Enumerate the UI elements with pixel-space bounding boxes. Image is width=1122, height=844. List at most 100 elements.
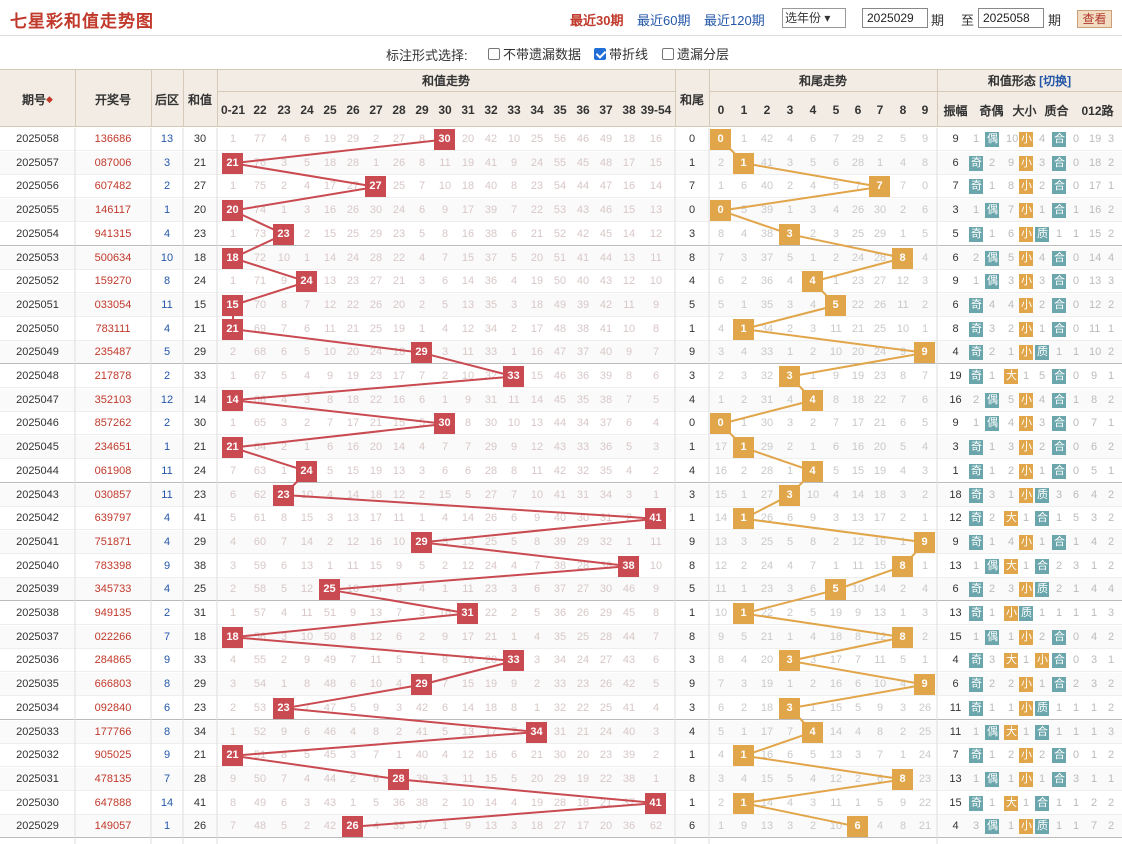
link-recent-60[interactable]: 最近60期 (637, 13, 691, 28)
number-cell: 751871 (94, 535, 132, 548)
header-period[interactable]: 期号 ◆ (22, 92, 53, 107)
tail-miss-cell: 6 (832, 441, 840, 454)
sum-cell: 28 (193, 772, 207, 785)
period-to-input[interactable] (978, 8, 1044, 28)
sum-miss-cell: 1 (441, 393, 449, 406)
number-cell: 941315 (94, 227, 132, 240)
tail-digit-header: 1 (740, 103, 748, 117)
sum-miss-cell: 3 (510, 583, 518, 596)
form-tag: 4 (1090, 630, 1098, 643)
form-tag: 5 (1090, 464, 1098, 477)
sum-miss-cell: 7 (303, 298, 311, 311)
option-with-line[interactable]: 带折线 (594, 44, 648, 63)
sum-miss-cell: 13 (530, 417, 544, 430)
sum-cell: 41 (193, 512, 207, 525)
sum-bucket-header: 35 (553, 103, 567, 117)
sum-miss-cell: 1 (510, 630, 518, 643)
tail-miss-cell: 26 (851, 204, 865, 217)
sum-miss-cell: 31 (576, 488, 590, 501)
table-row: 2025055 146117 1 20 20 74 1 3 16 26 30 24 6 9 17 39 7 22 5… (0, 199, 1122, 223)
sum-miss-cell: 30 (369, 204, 383, 217)
amplitude-cell: 6 (952, 156, 959, 169)
query-button[interactable]: 查看 (1077, 10, 1112, 28)
period-cell: 2025037 (16, 630, 59, 643)
sum-miss-cell: 29 (369, 227, 383, 240)
period-cell: 2025053 (16, 251, 59, 264)
tail-cell: 1 (688, 607, 696, 619)
tail-miss-cell: 6 (786, 512, 794, 525)
amplitude-cell: 9 (952, 417, 959, 430)
sum-miss-cell: 22 (599, 772, 613, 785)
form-tag: 1 (988, 701, 996, 714)
number-cell: 159270 (94, 275, 132, 288)
tail-ball: 8 (892, 555, 913, 577)
sum-miss-cell: 5 (464, 488, 472, 501)
tail-cell: 6 (688, 820, 696, 833)
form-tag: 大 (1004, 511, 1018, 527)
form-tag: 小 (1019, 392, 1033, 408)
table-row: 2025045 234651 1 21 21 64 2 1 6 16 20 14 4 7 7 29 9 12 43 3… (0, 436, 1122, 460)
sum-miss-cell: 9 (510, 678, 518, 691)
year-select[interactable]: 选年份 ▾ (782, 8, 846, 28)
link-recent-30[interactable]: 最近30期 (570, 13, 624, 28)
sum-miss-cell: 13 (461, 535, 475, 548)
sum-miss-cell: 48 (553, 322, 567, 335)
period-from-input[interactable] (862, 8, 928, 28)
period-cell: 2025029 (16, 820, 59, 833)
option-layered[interactable]: 遗漏分层 (662, 44, 729, 63)
sum-miss-cell: 10 (392, 535, 406, 548)
tail-miss-cell: 18 (873, 488, 887, 501)
back-cell: 1 (163, 204, 171, 217)
tail-digit-header: 6 (854, 103, 862, 117)
sum-miss-cell: 42 (622, 678, 636, 691)
link-recent-120[interactable]: 最近120期 (704, 13, 765, 28)
form-tag: 合 (1052, 274, 1066, 290)
sum-miss-cell: 23 (346, 275, 360, 288)
sum-miss-cell: 12 (461, 559, 475, 572)
sum-cell: 23 (193, 701, 207, 714)
table-row: 2025058 136686 13 30 1 77 4 6 19 29 2 27 8 30 20 42 10 25… (0, 128, 1122, 151)
sum-miss-cell: 1 (303, 251, 311, 264)
sum-miss-cell: 29 (553, 772, 567, 785)
tail-miss-cell: 23 (918, 772, 932, 785)
table-row: 2025038 949135 2 31 1 57 4 11 51 9 13 7 3 16 31 22 2 5 36 2… (0, 602, 1122, 625)
tail-ball: 8 (892, 247, 913, 269)
tail-miss-cell: 4 (786, 796, 794, 809)
sum-miss-cell: 6 (418, 204, 426, 217)
sum-miss-cell: 21 (369, 417, 383, 430)
sum-miss-cell: 14 (392, 441, 406, 454)
sum-miss-cell: 17 (622, 156, 636, 169)
period-cell: 2025043 (16, 488, 59, 501)
form-tag: 奇 (969, 321, 983, 337)
sum-miss-cell: 16 (323, 204, 337, 217)
period-cell: 2025040 (16, 559, 59, 572)
sum-miss-cell: 31 (553, 725, 567, 738)
sum-bucket-header: 25 (323, 103, 337, 117)
sum-miss-cell: 11 (650, 535, 662, 548)
tail-miss-cell: 2 (809, 346, 817, 359)
sum-miss-cell: 4 (652, 701, 660, 714)
checkbox-icon[interactable] (662, 47, 674, 60)
sum-miss-cell: 42 (553, 464, 567, 477)
form-tag: 0 (1072, 180, 1080, 193)
tail-miss-cell: 5 (876, 796, 884, 809)
form-tag: 1 (988, 227, 996, 240)
sum-ball: 25 (319, 579, 340, 601)
table-row: 2025036 284865 9 33 4 55 2 9 49 7 11 5 1 8 16 20 33 3 34 24… (0, 649, 1122, 673)
sum-miss-cell: 12 (323, 298, 337, 311)
checkbox-icon[interactable] (488, 47, 500, 60)
form-tag: 3 (1055, 488, 1063, 501)
sum-miss-cell: 9 (349, 607, 357, 619)
switch-link[interactable]: [切换] (1039, 74, 1072, 88)
sum-miss-cell: 43 (622, 654, 636, 667)
form-tag: 1 (1072, 393, 1080, 406)
sum-miss-cell: 3 (395, 701, 403, 714)
checkbox-checked-icon[interactable] (594, 47, 606, 60)
sum-miss-cell: 37 (622, 796, 636, 809)
tail-miss-cell: 5 (786, 251, 794, 264)
sum-cell: 29 (193, 346, 207, 359)
tail-miss-cell: 2 (786, 441, 794, 454)
option-no-missing[interactable]: 不带遗漏数据 (488, 44, 581, 63)
tail-miss-cell: 25 (918, 725, 932, 738)
form-tag: 合 (1035, 724, 1049, 740)
